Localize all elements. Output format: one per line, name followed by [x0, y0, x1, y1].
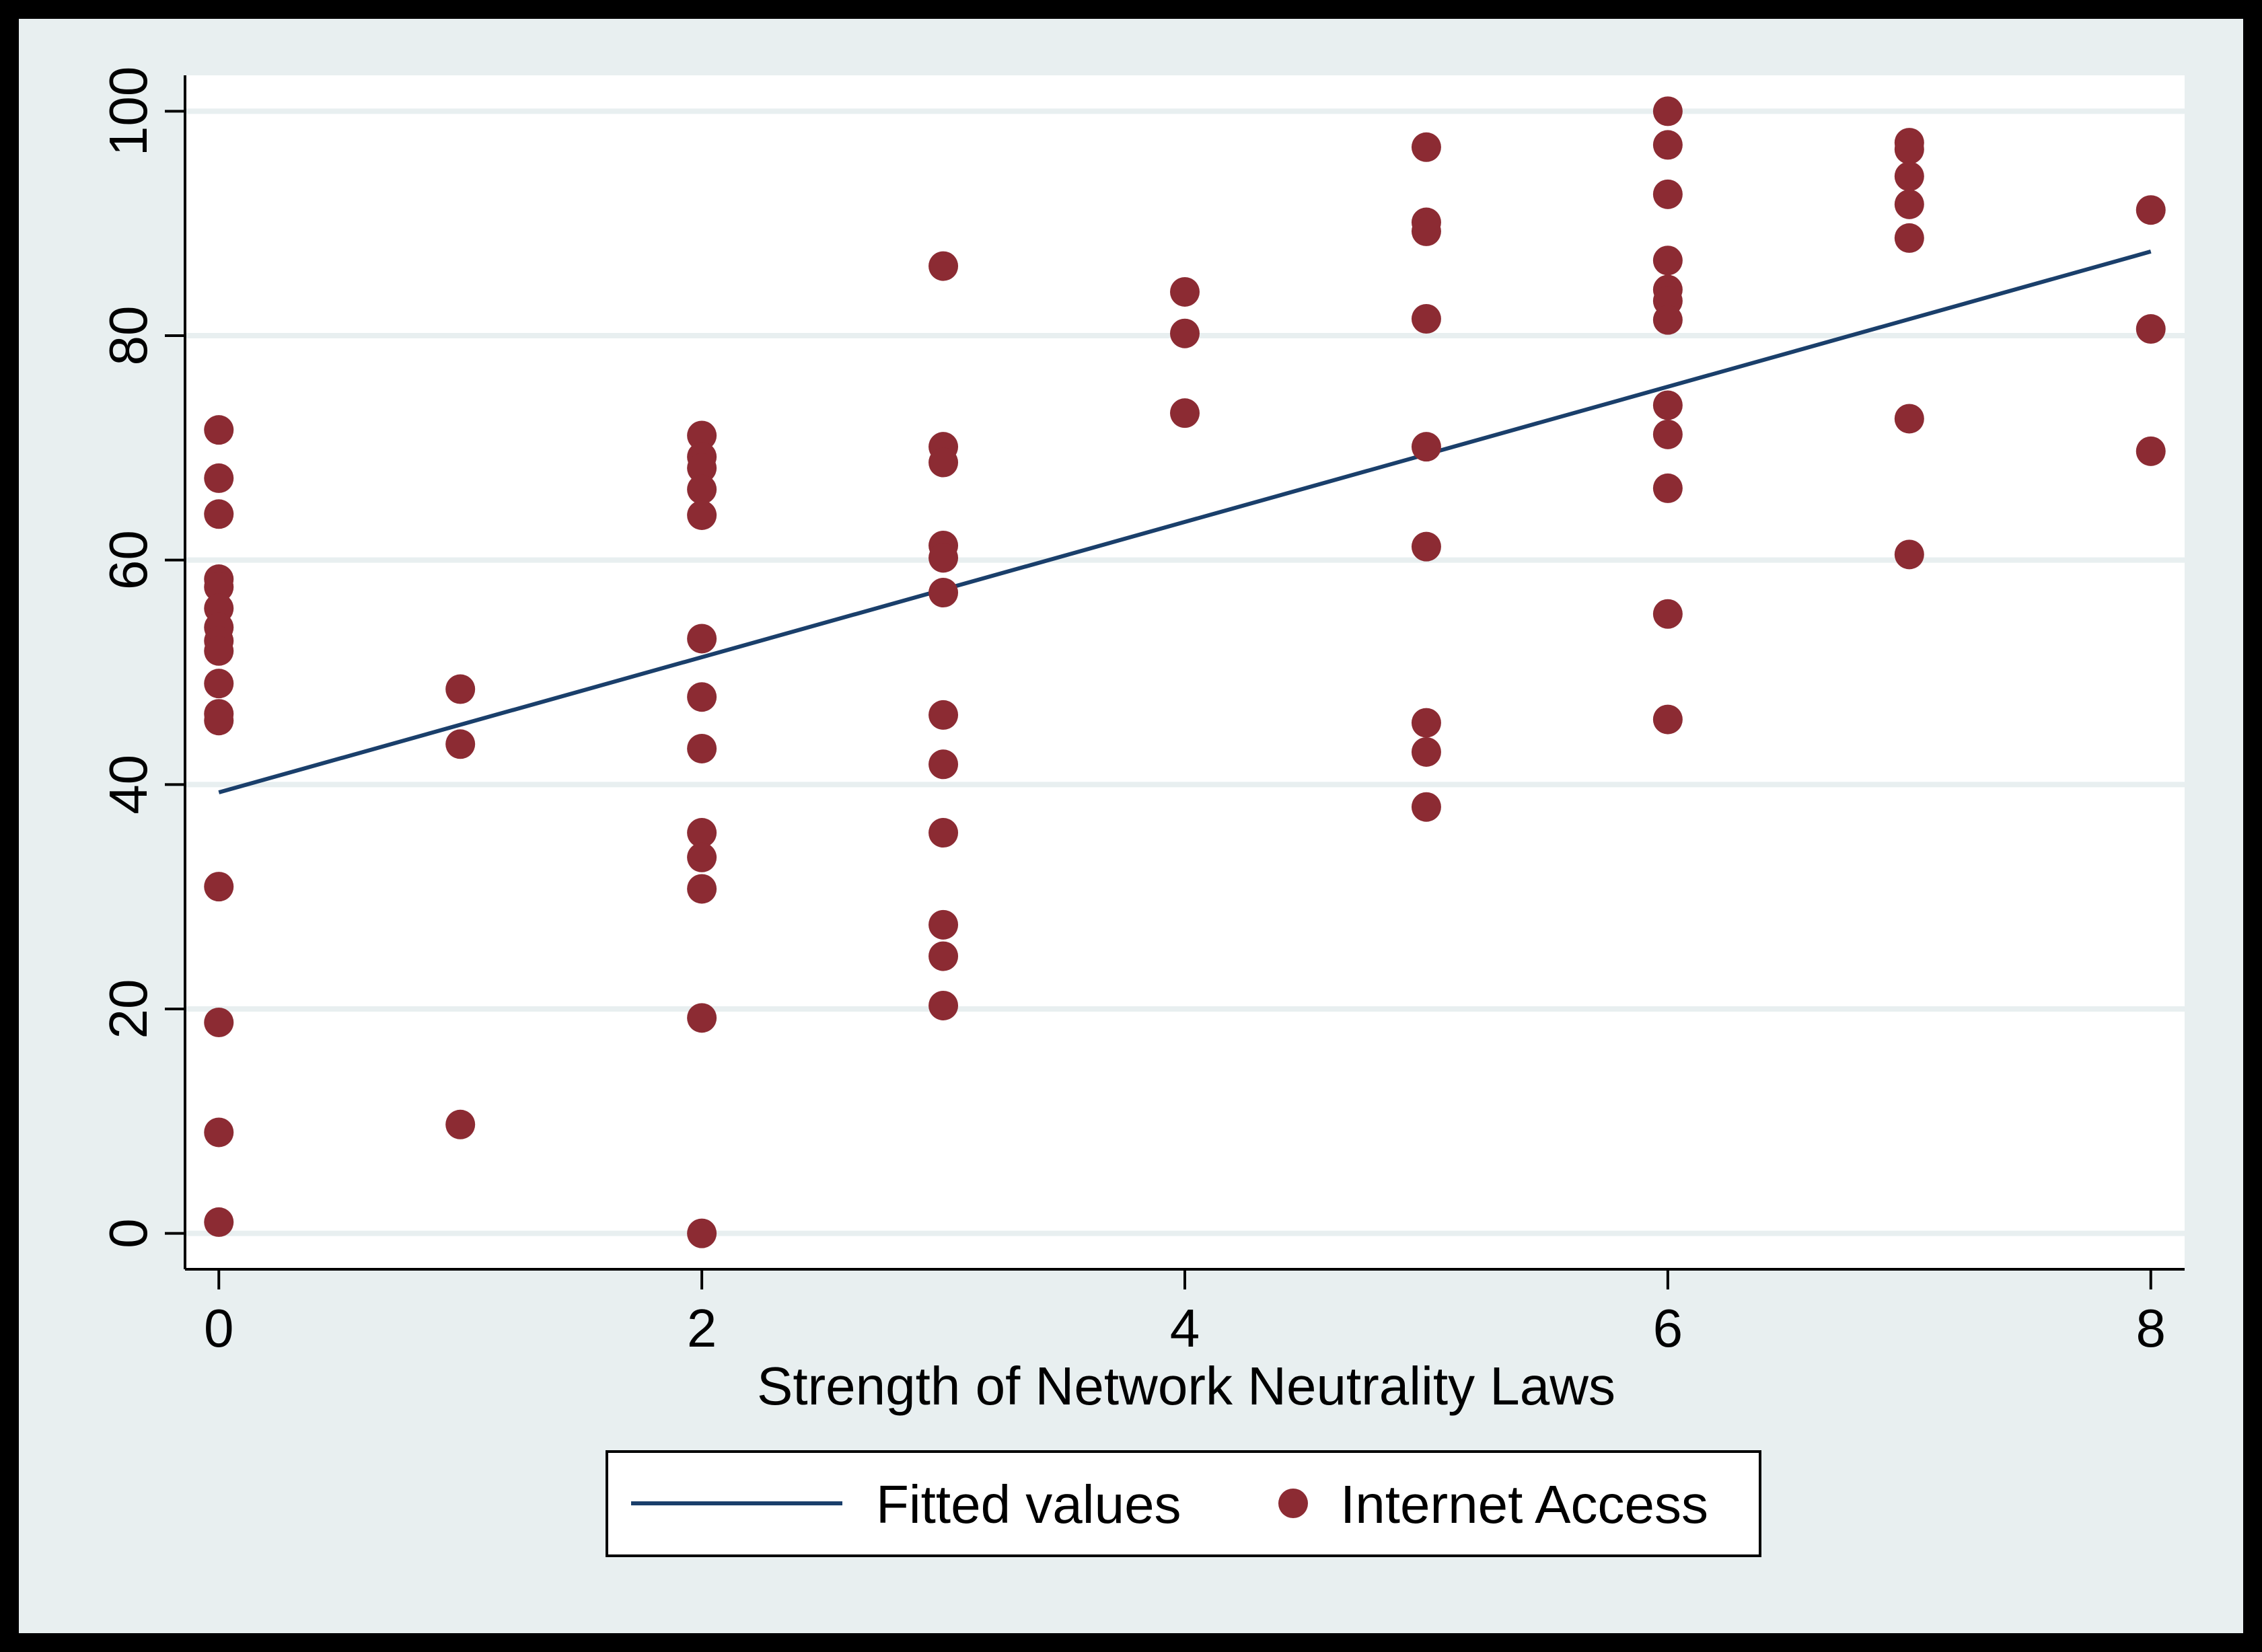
internet-access-point: [1652, 130, 1683, 160]
internet-access-point: [1170, 318, 1200, 348]
internet-access-point: [928, 447, 959, 478]
internet-access-point: [687, 1003, 717, 1033]
legend: Fitted values Internet Access: [606, 1450, 1761, 1557]
internet-access-point: [1894, 135, 1924, 165]
legend-internet-access-marker: [1278, 1489, 1308, 1518]
internet-access-point: [687, 500, 717, 530]
internet-access-point: [1652, 704, 1683, 735]
internet-access-point: [687, 624, 717, 654]
internet-access-point: [928, 251, 959, 281]
internet-access-point: [445, 1109, 476, 1139]
fitted-values-series: [218, 250, 2152, 794]
internet-access-point: [204, 706, 234, 736]
internet-access-point: [1894, 161, 1924, 192]
internet-access-point: [1411, 216, 1441, 246]
internet-access-point: [687, 420, 717, 451]
internet-access-point: [687, 453, 717, 483]
internet-access-point: [1652, 96, 1683, 126]
internet-access-point: [928, 700, 959, 730]
internet-access-point: [204, 415, 234, 445]
internet-access-point: [1411, 432, 1441, 462]
internet-access-point: [1411, 531, 1441, 562]
internet-access-point: [445, 729, 476, 759]
internet-access-point: [1652, 390, 1683, 420]
internet-access-point: [2136, 195, 2166, 225]
internet-access-point: [2136, 436, 2166, 466]
internet-access-point: [928, 543, 959, 573]
internet-access-point: [2136, 314, 2166, 344]
internet-access-point: [928, 990, 959, 1020]
internet-access-point: [687, 818, 717, 848]
internet-access-point: [1652, 179, 1683, 209]
internet-access-point: [204, 872, 234, 902]
x-tick-label: 4: [1170, 1298, 1200, 1358]
fitted-values-line: [218, 250, 2152, 794]
y-tick-label: 40: [98, 755, 158, 815]
internet-access-point: [445, 674, 476, 704]
internet-access-point: [687, 733, 717, 763]
internet-access-point: [204, 669, 234, 699]
internet-access-point: [1411, 304, 1441, 334]
internet-access-point: [1652, 419, 1683, 449]
axis-ticks: 0 20 40 60 80 100 0 2 4 6 8: [98, 67, 2166, 1358]
internet-access-point: [1411, 708, 1441, 738]
internet-access-point: [204, 1007, 234, 1037]
internet-access-point: [204, 1207, 234, 1237]
y-tick-label: 100: [98, 67, 158, 156]
internet-access-point: [687, 1218, 717, 1248]
x-tick-label: 0: [204, 1298, 234, 1358]
internet-access-point: [1652, 599, 1683, 629]
internet-access-point: [1894, 189, 1924, 219]
internet-access-point: [1411, 737, 1441, 767]
x-tick-label: 2: [687, 1298, 717, 1358]
internet-access-point: [1170, 398, 1200, 428]
plot-area: [185, 75, 2185, 1269]
internet-access-point: [1652, 305, 1683, 335]
internet-access-point: [928, 941, 959, 971]
internet-access-point: [1894, 404, 1924, 434]
internet-access-point: [687, 842, 717, 872]
internet-access-point: [928, 578, 959, 608]
internet-access-point: [1411, 792, 1441, 822]
y-tick-label: 0: [98, 1218, 158, 1248]
internet-access-point: [928, 818, 959, 848]
internet-access-point: [928, 749, 959, 780]
gridlines: [185, 108, 2185, 1236]
internet-access-point: [204, 636, 234, 666]
internet-access-point: [687, 682, 717, 712]
y-tick-label: 60: [98, 530, 158, 590]
internet-access-point: [1411, 132, 1441, 162]
internet-access-point: [204, 572, 234, 602]
x-tick-label: 8: [2136, 1298, 2166, 1358]
internet-access-point: [1652, 246, 1683, 276]
internet-access-point: [928, 909, 959, 940]
legend-label-fitted-values: Fitted values: [876, 1474, 1181, 1534]
internet-access-point: [204, 463, 234, 493]
internet-access-point: [687, 474, 717, 504]
internet-access-point: [204, 499, 234, 529]
y-tick-label: 80: [98, 306, 158, 366]
internet-access-series: [204, 96, 2166, 1248]
internet-access-point: [204, 1117, 234, 1148]
x-axis-title: Strength of Network Neutrality Laws: [757, 1356, 1615, 1416]
internet-access-point: [1894, 539, 1924, 570]
internet-access-point: [687, 874, 717, 904]
x-tick-label: 6: [1653, 1298, 1683, 1358]
internet-access-point: [1894, 223, 1924, 253]
internet-access-point: [1652, 473, 1683, 503]
y-tick-label: 20: [98, 979, 158, 1039]
legend-label-internet-access: Internet Access: [1340, 1474, 1708, 1534]
internet-access-point: [1170, 276, 1200, 307]
